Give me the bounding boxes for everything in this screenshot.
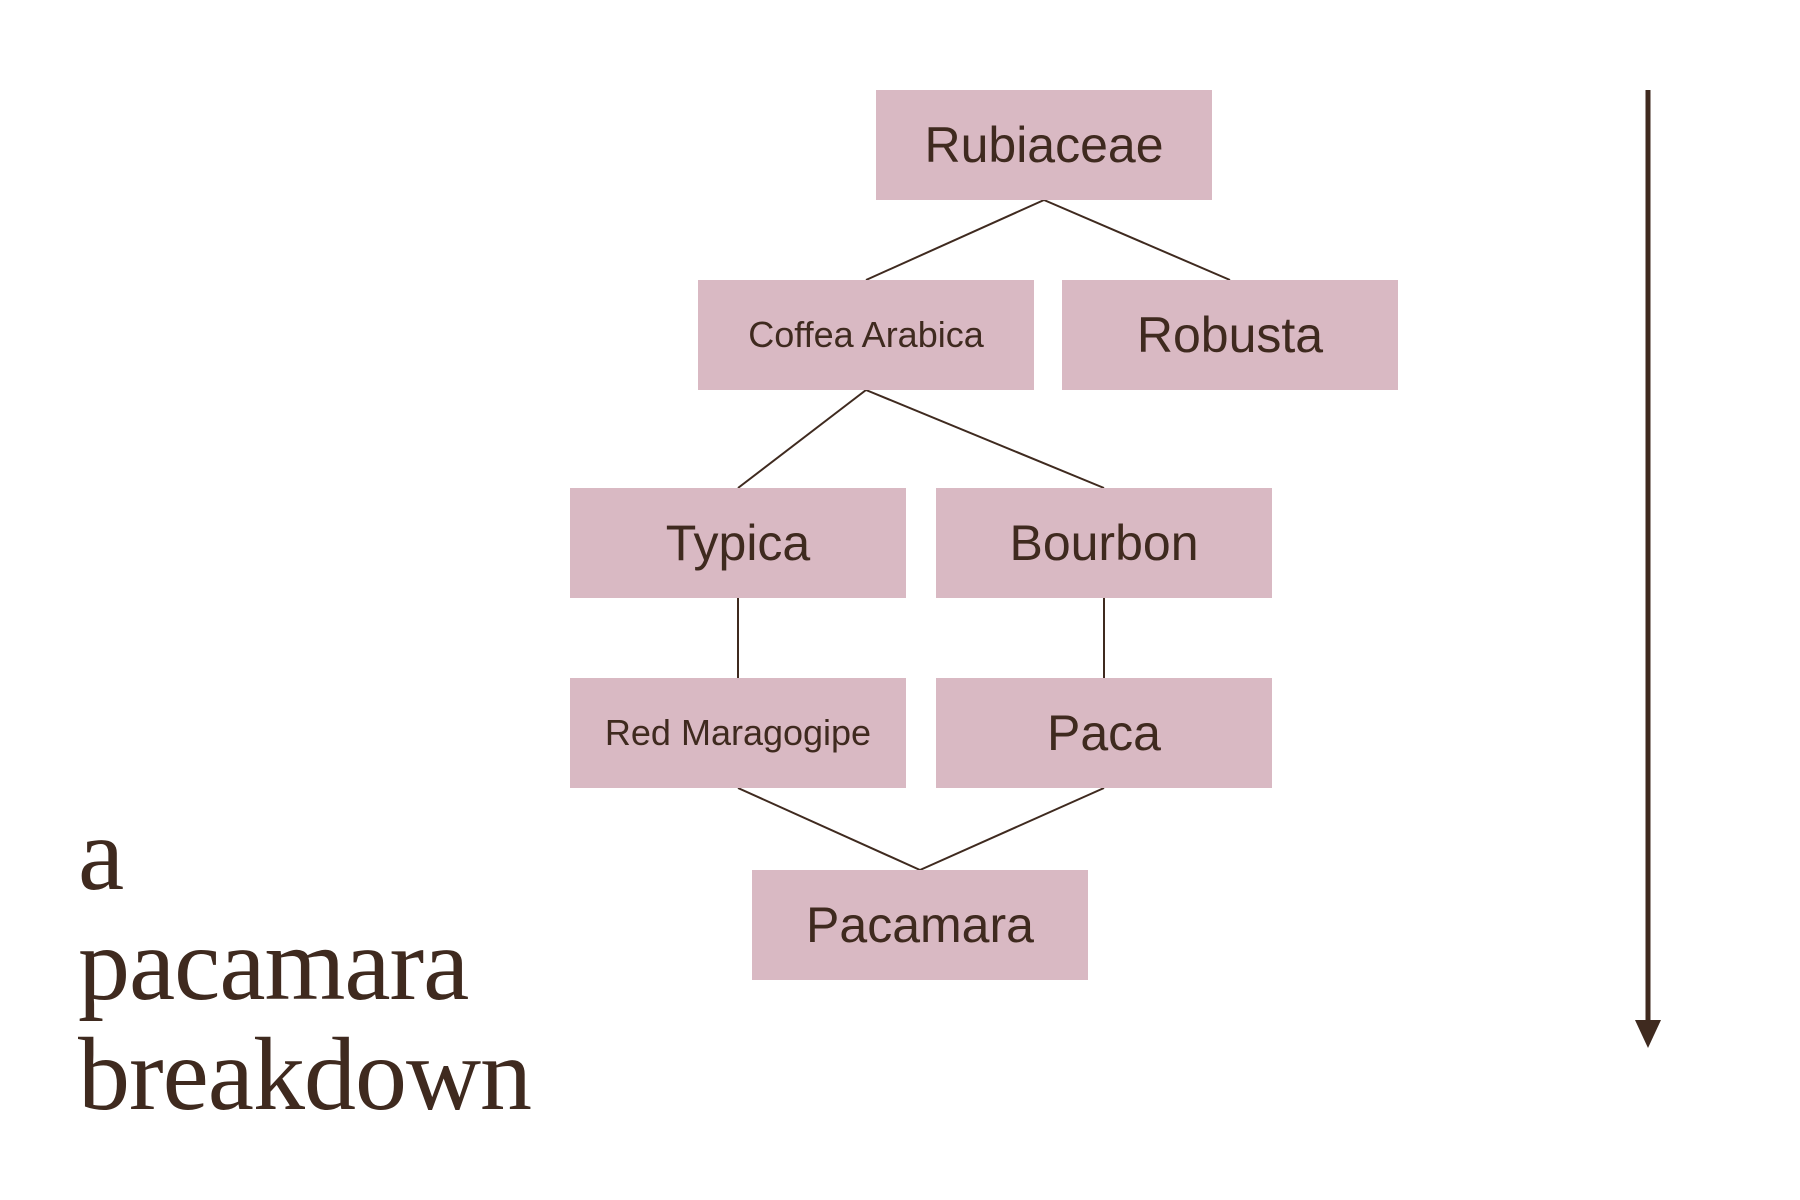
node-label: Bourbon: [1009, 514, 1198, 572]
node-arabica: Coffea Arabica: [698, 280, 1034, 390]
node-pacamara: Pacamara: [752, 870, 1088, 980]
node-label: Robusta: [1137, 306, 1323, 364]
node-robusta: Robusta: [1062, 280, 1398, 390]
node-label: Typica: [666, 514, 811, 572]
node-label: Pacamara: [806, 896, 1034, 954]
diagram-canvas: { "type": "tree", "canvas": { "width": 1…: [0, 0, 1800, 1200]
node-label: Paca: [1047, 704, 1161, 762]
node-label: Red Maragogipe: [605, 712, 871, 754]
diagram-title: a pacamara breakdown: [78, 800, 531, 1130]
title-line-2: pacamara: [78, 910, 531, 1020]
title-line-1: a: [78, 800, 531, 910]
node-paca: Paca: [936, 678, 1272, 788]
node-label: Rubiaceae: [924, 116, 1163, 174]
title-line-3: breakdown: [78, 1020, 531, 1130]
node-rubiaceae: Rubiaceae: [876, 90, 1212, 200]
node-bourbon: Bourbon: [936, 488, 1272, 598]
node-typica: Typica: [570, 488, 906, 598]
node-label: Coffea Arabica: [748, 314, 984, 356]
node-maragogipe: Red Maragogipe: [570, 678, 906, 788]
